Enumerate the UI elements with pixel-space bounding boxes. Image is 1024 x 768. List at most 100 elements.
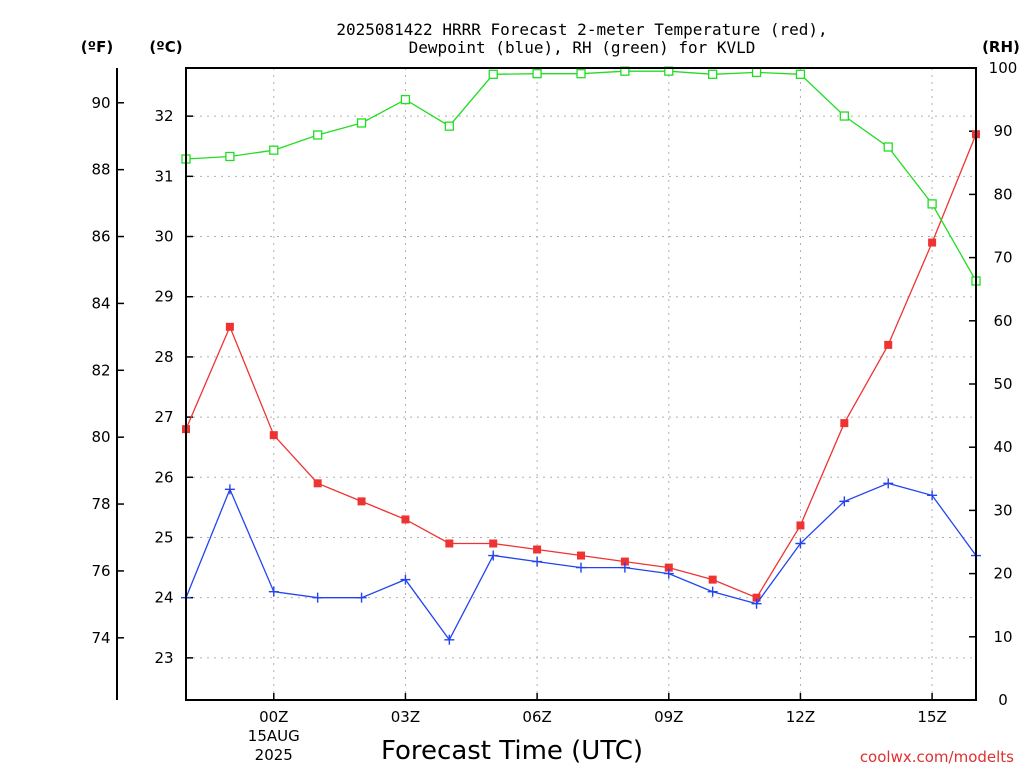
plot-frame [185, 67, 977, 701]
dewpoint-point [400, 574, 411, 585]
rh-tick-label: 70 [993, 249, 1012, 267]
rh-tick-label: 30 [993, 501, 1012, 519]
temperature-point [708, 575, 717, 584]
rh-point [795, 69, 806, 79]
x-axis-label: Forecast Time (UTC) [381, 736, 643, 766]
chart-subtitle: Dewpoint (blue), RH (green) for KVLD [409, 38, 756, 57]
dewpoint-point [663, 568, 674, 579]
celsius-tick-label: 30 [154, 228, 173, 246]
celsius-tick-label: 23 [154, 649, 173, 667]
rh-point [488, 69, 498, 79]
axes: 74 76 78 80 82 84 86 88 90 23 24 25 26 27 28 29 30 31 32 0 1… [91, 59, 1017, 764]
dewpoint-point [751, 598, 762, 609]
temperature-point [269, 431, 278, 440]
dewpoint-point [883, 478, 894, 489]
x-tick-label: 03Z [391, 708, 420, 726]
rh-tick-label: 80 [993, 185, 1012, 203]
temperature-point [577, 551, 585, 560]
rh-tick-label: 0 [998, 691, 1008, 709]
dewpoint-point [224, 484, 235, 495]
x-tick-label: 00Z [259, 708, 288, 726]
dewpoint-point [312, 592, 323, 603]
dewpoint-point [619, 562, 630, 573]
fahrenheit-unit-label: (ºF) [81, 38, 113, 56]
rh-line [185, 70, 977, 282]
fahrenheit-tick-label: 76 [91, 562, 110, 580]
fahrenheit-tick-label: 90 [91, 94, 110, 112]
x-tick-label: 12Z [786, 708, 815, 726]
series [181, 66, 981, 645]
rh-point [708, 69, 718, 79]
x-tick-year: 2025 [255, 746, 293, 764]
dewpoint-point [707, 586, 718, 597]
celsius-tick-label: 25 [154, 528, 173, 546]
dewpoint-point [488, 550, 499, 561]
rh-point [532, 69, 542, 79]
rh-point [444, 121, 454, 131]
temperature-point [489, 539, 498, 548]
dewpoint-point [532, 556, 543, 567]
rh-tick-label: 10 [993, 628, 1012, 646]
dewpoint-point [356, 592, 367, 603]
rh-tick-label: 90 [993, 122, 1012, 140]
temperature-point [884, 340, 893, 349]
dewpoint-point [576, 562, 586, 573]
celsius-tick-label: 27 [154, 408, 173, 426]
temperature-point [796, 521, 805, 530]
rh-point [751, 67, 762, 78]
fahrenheit-tick-label: 84 [91, 294, 110, 312]
rh-point [313, 130, 323, 140]
dewpoint-point [795, 538, 806, 549]
credit-text: coolwx.com/modelts [860, 748, 1014, 766]
celsius-tick-label: 31 [154, 167, 173, 185]
celsius-unit-label: (ºC) [149, 38, 182, 56]
x-tick-label: 06Z [522, 708, 551, 726]
dewpoint-point [839, 496, 850, 507]
chart-title: 2025081422 HRRR Forecast 2-meter Tempera… [336, 20, 827, 39]
rh-tick-label: 50 [993, 375, 1012, 393]
temperature-point [445, 539, 454, 548]
temperature-point [401, 515, 410, 524]
rh-point [883, 142, 893, 152]
temperature-point [225, 322, 234, 331]
temperature-point [533, 545, 542, 554]
fahrenheit-tick-label: 74 [91, 629, 110, 647]
x-tick-date: 15AUG [248, 727, 300, 745]
dewpoint-point [927, 490, 938, 501]
x-tick-label: 09Z [654, 708, 683, 726]
rh-point [400, 94, 411, 105]
rh-tick-label: 60 [993, 312, 1012, 330]
temperature-point [664, 563, 673, 572]
temperature-line [185, 133, 977, 599]
fahrenheit-tick-label: 82 [91, 361, 110, 379]
dewpoint-point [268, 586, 279, 597]
gridlines [186, 68, 976, 700]
temperature-point [752, 593, 761, 602]
celsius-tick-label: 29 [154, 288, 173, 306]
fahrenheit-tick-label: 88 [91, 161, 110, 179]
dewpoint-point [444, 634, 455, 645]
rh-point [225, 151, 235, 162]
rh-point [839, 111, 849, 121]
x-tick-label: 15Z [917, 708, 946, 726]
rh-tick-label: 20 [993, 565, 1012, 583]
rh-tick-label: 40 [993, 438, 1012, 456]
temperature-point [928, 238, 937, 247]
rh-tick-label: 100 [989, 59, 1018, 77]
rh-point [576, 69, 586, 79]
dewpoint-line [185, 482, 977, 642]
celsius-tick-label: 28 [154, 348, 173, 366]
temperature-point [313, 479, 322, 488]
fahrenheit-tick-label: 86 [91, 228, 110, 246]
temperature-point [620, 557, 629, 566]
celsius-tick-label: 24 [154, 589, 173, 607]
rh-point [356, 118, 367, 128]
celsius-tick-label: 32 [154, 107, 173, 125]
rh-point [269, 145, 279, 155]
temperature-point [840, 419, 849, 428]
fahrenheit-tick-label: 80 [91, 428, 110, 446]
celsius-tick-label: 26 [154, 468, 173, 486]
rh-unit-label: (RH) [982, 38, 1020, 56]
fahrenheit-tick-label: 78 [91, 495, 110, 513]
